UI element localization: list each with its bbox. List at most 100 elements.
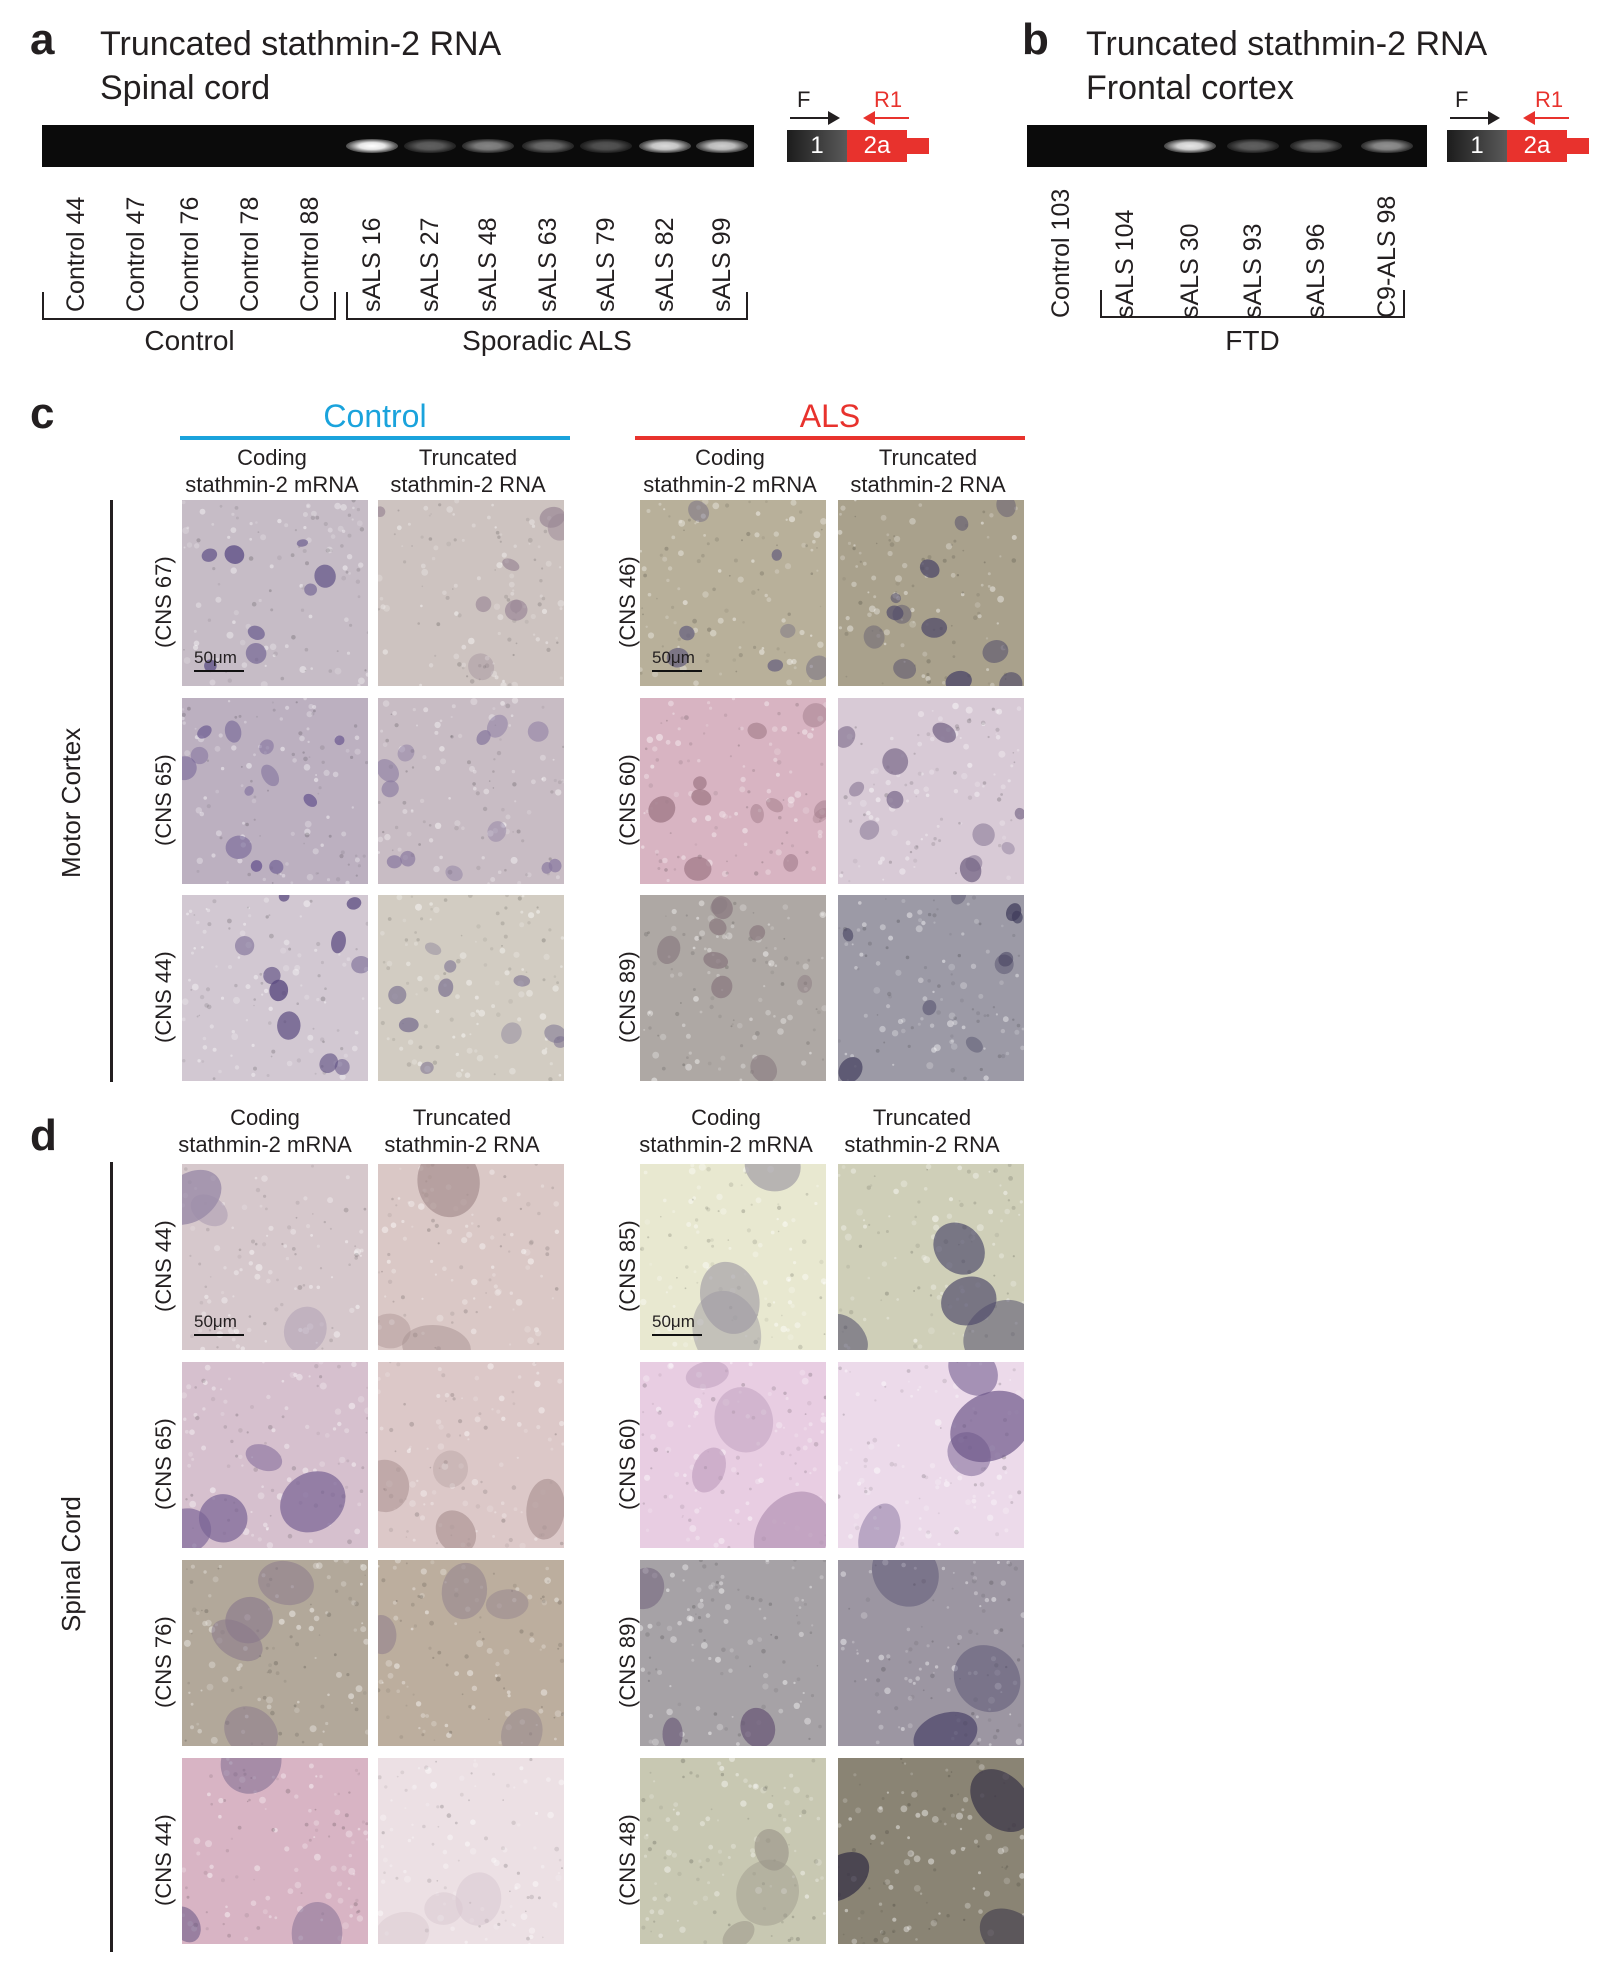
- micrograph-tile: [378, 1164, 564, 1350]
- micrograph-tile: [378, 698, 564, 884]
- case-label: (CNS 65): [151, 754, 176, 846]
- micrograph-tile: [838, 500, 1024, 686]
- reverse-primer-label: R1: [874, 87, 903, 112]
- micrograph-tile: [838, 1758, 1024, 1944]
- control-bracket-a: [42, 292, 336, 320]
- micrograph-tile: [378, 1362, 564, 1548]
- micrograph-tile: [182, 895, 368, 1081]
- group-heading-control: Control: [323, 398, 427, 434]
- case-label: (CNS 67): [151, 556, 176, 648]
- micrograph-tile: [182, 1560, 368, 1746]
- control-heading-rule: [180, 436, 570, 440]
- gel-band: [639, 139, 691, 153]
- micrograph-tile: [838, 895, 1024, 1081]
- gel-band: [1361, 139, 1413, 153]
- exon-1-box-b: 1: [1447, 130, 1507, 162]
- scale-bar: [652, 670, 702, 672]
- micrograph-tile: [640, 698, 826, 884]
- reverse-arrow-icon-b: [1533, 117, 1569, 119]
- lane-label: Control 103: [1047, 188, 1075, 318]
- gel-band: [580, 139, 632, 153]
- col-header-coding: stathmin-2 mRNA: [639, 1132, 813, 1157]
- col-header-coding: stathmin-2 mRNA: [185, 472, 359, 497]
- exon-2a-box-b: 2a: [1507, 130, 1567, 162]
- col-header-truncated: stathmin-2 RNA: [850, 472, 1006, 497]
- forward-arrowhead-icon-b: [1488, 111, 1500, 125]
- col-header-truncated: Truncated: [878, 445, 978, 470]
- panel-a-subtitle: Spinal cord: [100, 69, 271, 107]
- forward-arrowhead-icon: [828, 111, 840, 125]
- exon-1-box: 1: [787, 130, 847, 162]
- reverse-primer-label-b: R1: [1535, 87, 1564, 112]
- group-label-ftd: FTD: [1225, 325, 1280, 356]
- micrograph-tile: [640, 1758, 826, 1944]
- case-label: (CNS 60): [615, 1418, 640, 1510]
- panel-b-letter: b: [1022, 15, 1049, 64]
- col-header-coding: stathmin-2 mRNA: [643, 472, 817, 497]
- region-label-spinal-cord: Spinal Cord: [56, 1496, 86, 1632]
- gel-band: [404, 139, 456, 153]
- case-label: (CNS 48): [615, 1814, 640, 1906]
- region-rule-motor-cortex: [110, 500, 113, 1082]
- scale-bar: [194, 1334, 244, 1336]
- scale-bar-label: 50μm: [194, 648, 237, 667]
- gel-image-a: [42, 125, 754, 167]
- micrograph-tile: [182, 1164, 368, 1350]
- col-header-coding: Coding: [230, 1105, 300, 1130]
- case-label: (CNS 60): [615, 754, 640, 846]
- col-header-truncated: stathmin-2 RNA: [384, 1132, 540, 1157]
- als-bracket-a: [346, 292, 748, 320]
- case-label: (CNS 76): [151, 1616, 176, 1708]
- ftd-bracket: [1100, 290, 1405, 318]
- col-header-truncated: stathmin-2 RNA: [844, 1132, 1000, 1157]
- micrograph-tile: [640, 895, 826, 1081]
- micrograph-tile: [640, 1164, 826, 1350]
- case-label: (CNS 65): [151, 1418, 176, 1510]
- region-label-motor-cortex: Motor Cortex: [56, 727, 86, 878]
- micrograph-tile: [182, 1362, 368, 1548]
- micrograph-tile: [378, 1758, 564, 1944]
- reverse-arrowhead-icon-b: [1523, 111, 1535, 125]
- scale-bar: [652, 1334, 702, 1336]
- forward-primer-label: F: [797, 87, 811, 112]
- case-label: (CNS 44): [151, 951, 176, 1043]
- micrograph-tile: [378, 500, 564, 686]
- gel-band: [522, 139, 574, 153]
- col-header-truncated: Truncated: [418, 445, 518, 470]
- gel-band: [696, 139, 748, 153]
- gel-band: [1227, 139, 1279, 153]
- reverse-arrow-icon: [873, 117, 909, 119]
- case-label: (CNS 46): [615, 556, 640, 648]
- forward-arrow-icon-b: [1450, 117, 1490, 119]
- scale-bar-label: 50μm: [652, 648, 695, 667]
- micrograph-tile: [838, 1560, 1024, 1746]
- exon-2a-tail: [907, 138, 929, 154]
- col-header-coding: Coding: [237, 445, 307, 470]
- scale-bar-label: 50μm: [652, 1312, 695, 1331]
- micrograph-tile: [182, 698, 368, 884]
- micrograph-tile: [838, 1362, 1024, 1548]
- panel-d-letter: d: [30, 1111, 57, 1160]
- gel-image-b: [1027, 125, 1427, 167]
- panel-a-title: Truncated stathmin-2 RNA: [100, 25, 502, 63]
- micrograph-tile: [640, 1560, 826, 1746]
- panel-a-letter: a: [30, 15, 55, 64]
- col-header-truncated: stathmin-2 RNA: [390, 472, 546, 497]
- als-heading-rule: [635, 436, 1025, 440]
- gel-band: [462, 139, 514, 153]
- group-label-control-a: Control: [144, 325, 235, 356]
- col-header-coding: Coding: [695, 445, 765, 470]
- case-label: (CNS 44): [151, 1814, 176, 1906]
- case-label: (CNS 85): [615, 1220, 640, 1312]
- micrograph-tile: [838, 698, 1024, 884]
- micrograph-tile: [838, 1164, 1024, 1350]
- col-header-coding: stathmin-2 mRNA: [178, 1132, 352, 1157]
- case-label: (CNS 89): [615, 951, 640, 1043]
- scale-bar-label: 50μm: [194, 1312, 237, 1331]
- panel-c-letter: c: [30, 389, 55, 438]
- case-label: (CNS 44): [151, 1220, 176, 1312]
- micrograph-tile: [640, 1362, 826, 1548]
- micrograph-tile: [378, 895, 564, 1081]
- forward-primer-label-b: F: [1455, 87, 1469, 112]
